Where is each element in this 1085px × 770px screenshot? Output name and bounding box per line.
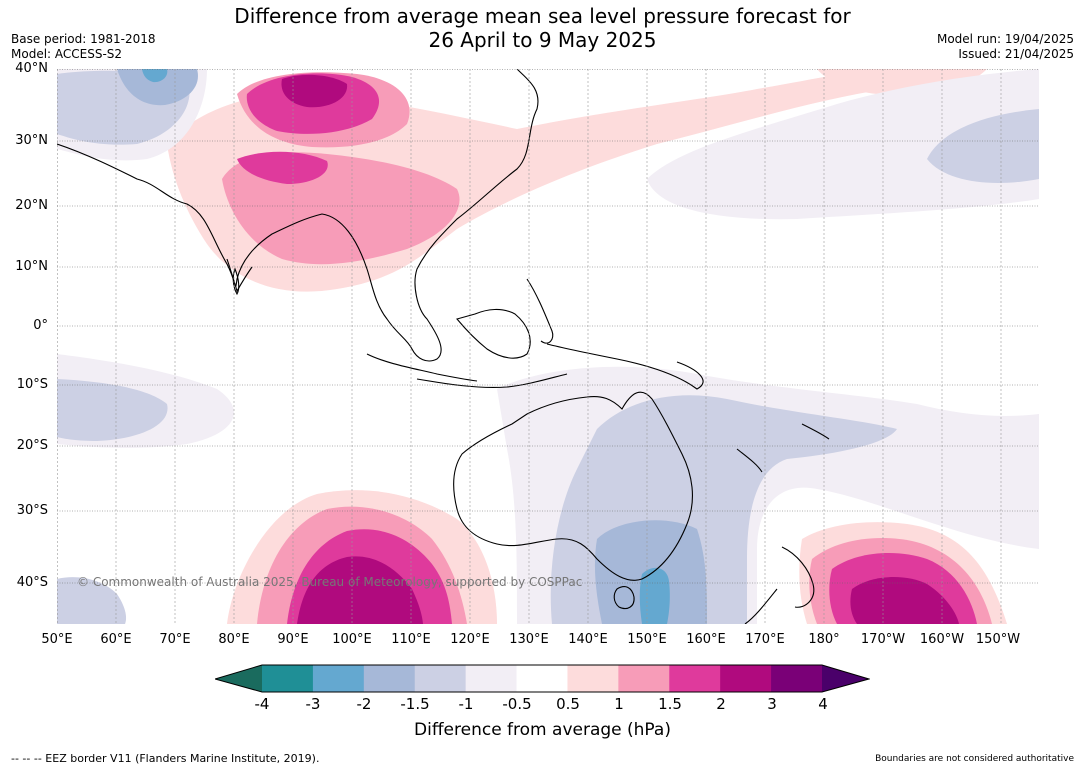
colorbar-tick-5: -0.5 xyxy=(497,695,537,713)
lat-label-30n: 30°N xyxy=(0,133,48,148)
lat-label-30s: 30°S xyxy=(0,503,48,518)
colorbar-swatches xyxy=(215,665,869,692)
colorbar-tick-4: -1 xyxy=(446,695,486,713)
colorbar-swatch xyxy=(567,665,618,692)
colorbar-swatch xyxy=(466,665,517,692)
colorbar-tick-3: -1.5 xyxy=(395,695,435,713)
lon-label-70e: 70°E xyxy=(145,632,205,647)
model-name: Model: ACCESS-S2 xyxy=(11,47,156,62)
title-line-2: 26 April to 9 May 2025 xyxy=(0,28,1085,52)
colorbar-title: Difference from average (hPa) xyxy=(0,720,1085,740)
colorbar xyxy=(215,664,870,696)
issued-date: Issued: 21/04/2025 xyxy=(937,47,1074,62)
lat-label-40n: 40°N xyxy=(0,61,48,76)
lon-label-160w: 160°W xyxy=(912,632,972,647)
lat-label-20n: 20°N xyxy=(0,198,48,213)
colorbar-tick-9: 2 xyxy=(701,695,741,713)
lon-label-160e: 160°E xyxy=(676,632,736,647)
colorbar-swatch xyxy=(517,665,568,692)
pressure-anomaly-map: © Commonwealth of Australia 2025, Bureau… xyxy=(57,69,1039,624)
lon-label-90e: 90°E xyxy=(263,632,323,647)
base-period: Base period: 1981-2018 xyxy=(11,32,156,47)
lon-label-60e: 60°E xyxy=(86,632,146,647)
lon-label-110e: 110°E xyxy=(381,632,441,647)
lon-label-100e: 100°E xyxy=(322,632,382,647)
colorbar-swatch xyxy=(720,665,771,692)
eez-legend: -- -- -- EEZ border V11 (Flanders Marine… xyxy=(11,752,319,765)
colorbar-swatch xyxy=(618,665,669,692)
lon-label-120e: 120°E xyxy=(440,632,500,647)
copyright-notice: © Commonwealth of Australia 2025, Bureau… xyxy=(77,575,582,589)
map-title: Difference from average mean sea level p… xyxy=(0,4,1085,52)
colorbar-tick-2: -2 xyxy=(344,695,384,713)
colorbar-arrow-low xyxy=(215,665,262,692)
lat-label-0: 0° xyxy=(0,318,48,333)
lon-label-50e: 50°E xyxy=(27,632,87,647)
colorbar-swatch xyxy=(669,665,720,692)
colorbar-swatch xyxy=(415,665,466,692)
colorbar-tick-1: -3 xyxy=(293,695,333,713)
lon-label-180: 180° xyxy=(794,632,854,647)
lon-label-170e: 170°E xyxy=(735,632,795,647)
colorbar-tick-7: 1 xyxy=(599,695,639,713)
lat-label-40s: 40°S xyxy=(0,575,48,590)
title-line-1: Difference from average mean sea level p… xyxy=(0,4,1085,28)
boundaries-disclaimer: Boundaries are not considered authoritat… xyxy=(875,754,1074,764)
colorbar-swatch xyxy=(262,665,313,692)
lat-label-10n: 10°N xyxy=(0,259,48,274)
model-run: Model run: 19/04/2025 xyxy=(937,32,1074,47)
meta-left: Base period: 1981-2018 Model: ACCESS-S2 xyxy=(11,32,156,62)
lat-label-20s: 20°S xyxy=(0,438,48,453)
colorbar-tick-0: -4 xyxy=(242,695,282,713)
colorbar-arrow-high xyxy=(822,665,869,692)
colorbar-swatch xyxy=(313,665,364,692)
colorbar-swatch xyxy=(771,665,822,692)
colorbar-tick-6: 0.5 xyxy=(548,695,588,713)
lon-label-170w: 170°W xyxy=(853,632,913,647)
lat-label-10s: 10°S xyxy=(0,377,48,392)
lon-label-80e: 80°E xyxy=(204,632,264,647)
lon-label-150e: 150°E xyxy=(617,632,677,647)
meta-right: Model run: 19/04/2025 Issued: 21/04/2025 xyxy=(937,32,1074,62)
lon-label-130e: 130°E xyxy=(499,632,559,647)
lon-label-140e: 140°E xyxy=(558,632,618,647)
colorbar-swatch xyxy=(364,665,415,692)
colorbar-tick-8: 1.5 xyxy=(650,695,690,713)
colorbar-tick-11: 4 xyxy=(803,695,843,713)
colorbar-tick-10: 3 xyxy=(752,695,792,713)
lon-label-150w: 150°W xyxy=(968,632,1028,647)
